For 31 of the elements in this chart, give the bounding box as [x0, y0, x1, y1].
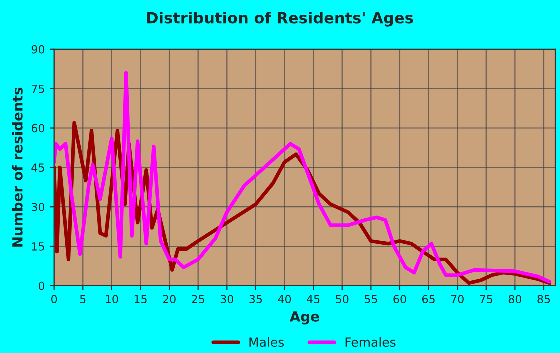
x-tick-label: 15 — [134, 295, 147, 304]
x-tick-label: 35 — [250, 295, 262, 304]
x-tick-label: 40 — [278, 295, 292, 304]
x-tick-label: 30 — [220, 295, 234, 304]
x-tick-label: 25 — [192, 295, 204, 304]
y-tick-label: 90 — [32, 45, 45, 54]
y-tick-label: 30 — [32, 203, 45, 212]
x-tick-label: 50 — [336, 295, 349, 304]
x-tick-label: 20 — [163, 295, 176, 304]
x-tick-label: 75 — [480, 295, 492, 304]
x-tick-label: 5 — [80, 295, 86, 304]
y-tick-label: 45 — [32, 164, 44, 172]
y-axis-title: Number of residents — [12, 88, 23, 247]
legend-label: Males — [250, 337, 284, 348]
x-axis-title: Age — [290, 312, 320, 325]
x-tick-label: 45 — [307, 295, 320, 304]
legend-label: Females — [346, 337, 396, 348]
x-tick-label: 55 — [364, 295, 378, 304]
chart-title: Distribution of Residents' Ages — [147, 12, 414, 27]
x-tick-label: 60 — [394, 295, 406, 304]
x-tick-label: 70 — [451, 295, 464, 304]
x-tick-label: 65 — [422, 295, 435, 304]
x-tick-label: 85 — [538, 295, 550, 304]
x-tick-label: 0 — [52, 295, 58, 304]
y-tick-label: 0 — [38, 282, 45, 290]
x-tick-label: 80 — [508, 295, 522, 304]
y-tick-label: 15 — [32, 242, 44, 251]
line-series — [54, 71, 552, 284]
y-tick-label: 60 — [32, 124, 45, 133]
y-tick-label: 75 — [32, 84, 44, 94]
x-tick-label: 10 — [106, 295, 118, 304]
